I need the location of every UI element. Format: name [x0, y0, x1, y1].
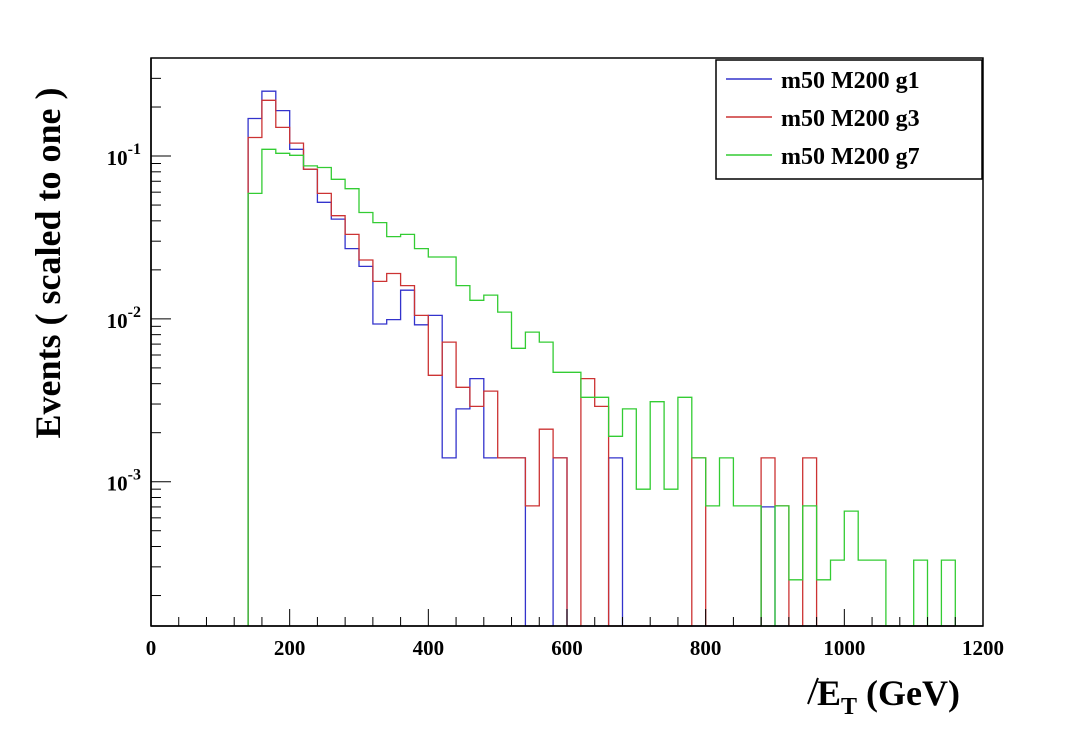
svg-text:ET (GeV): ET (GeV)	[817, 673, 960, 720]
legend-label-2: m50 M200 g3	[781, 106, 920, 132]
x-tick-label: 800	[690, 636, 722, 660]
legend-label-1: m50 M200 g1	[781, 68, 920, 94]
x-axis-title: ET (GeV)	[807, 673, 960, 720]
x-tick-label: 600	[551, 636, 583, 660]
legend-box	[715, 59, 983, 180]
x-tick-label: 1200	[962, 636, 1004, 660]
x-tick-label: 400	[413, 636, 445, 660]
y-tick-label: 10-1	[107, 141, 141, 170]
series-line-3	[247, 148, 956, 627]
legend-label-3: m50 M200 g7	[781, 144, 920, 170]
x-tick-label: 1000	[823, 636, 865, 660]
x-tick-label: 200	[274, 636, 306, 660]
x-axis-title-sub: T	[841, 694, 857, 720]
y-tick-label: 10-2	[107, 304, 141, 333]
y-axis-title: Events ( scaled to one )	[28, 88, 68, 439]
missing-et-slash	[807, 677, 819, 705]
y-tick-label: 10-3	[107, 467, 141, 496]
x-axis-title-unit: (GeV)	[857, 673, 960, 713]
axis-layer: 0 200 400 600 800 1000 1200 10-1 10-2 10-3	[107, 57, 1004, 660]
series-3	[247, 148, 956, 627]
x-axis-title-main: E	[817, 673, 841, 713]
legend: m50 M200 g1 m50 M200 g3 m50 M200 g7	[715, 59, 983, 180]
x-tick-label: 0	[146, 636, 157, 660]
